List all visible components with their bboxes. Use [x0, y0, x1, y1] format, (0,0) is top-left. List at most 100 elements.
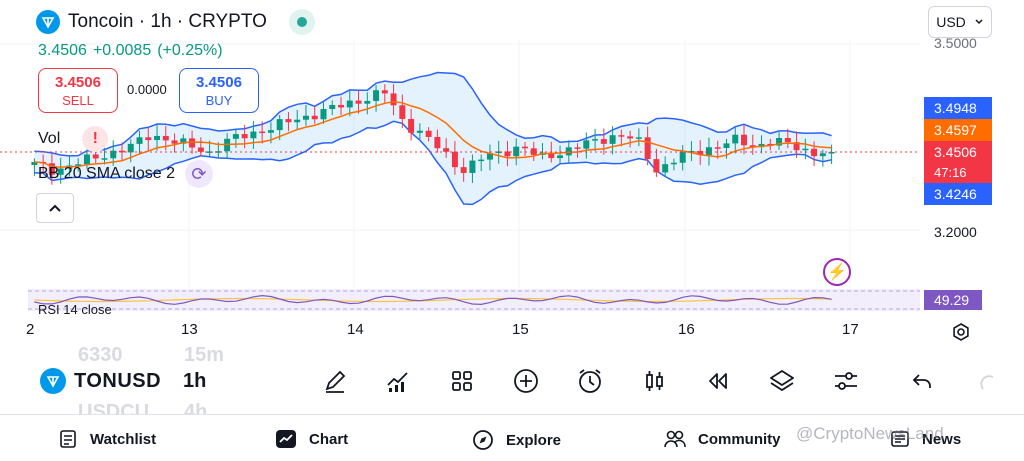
- bb-lower-tag: 3.4246: [924, 183, 992, 205]
- candle-body: [557, 155, 564, 159]
- toncoin-logo-icon: [40, 368, 66, 394]
- compass-icon: [473, 430, 493, 450]
- candle-body: [276, 119, 283, 131]
- candle-body: [741, 134, 748, 146]
- candle-body: [714, 147, 721, 149]
- plus-circle-icon: [514, 369, 538, 393]
- lightning-icon[interactable]: ⚡: [823, 258, 851, 286]
- add-symbol-button[interactable]: [511, 366, 541, 396]
- candle-body: [548, 152, 555, 159]
- symbol-title[interactable]: Toncoin · 1h · CRYPTO: [68, 11, 267, 32]
- candle-body: [302, 115, 309, 120]
- candle-body: [197, 147, 204, 152]
- candle-body: [653, 159, 660, 173]
- symbol-name: TONUSD: [74, 369, 162, 392]
- sell-price: 3.4506: [55, 73, 101, 91]
- bollinger-basis-line: [34, 100, 832, 168]
- replay-button[interactable]: [703, 366, 733, 396]
- indicators-button[interactable]: [383, 366, 413, 396]
- nav-explore[interactable]: Explore: [472, 429, 561, 451]
- candle-body: [583, 140, 590, 149]
- candle-body: [723, 143, 730, 149]
- price-change-pct: (+0.25%): [157, 42, 223, 59]
- layouts-button[interactable]: [447, 366, 477, 396]
- nav-watchlist[interactable]: Watchlist: [58, 429, 156, 449]
- candle-body: [486, 153, 493, 160]
- rsi-ma-line: [34, 297, 832, 303]
- volume-indicator-label[interactable]: Vol !: [38, 126, 109, 152]
- chevron-up-icon: [49, 204, 61, 212]
- candle-body: [600, 139, 607, 144]
- candle-body: [697, 150, 704, 155]
- candle-body: [399, 105, 406, 119]
- loading-icon: ⟳: [184, 160, 213, 188]
- bollinger-upper-line: [34, 71, 832, 157]
- currency-select[interactable]: USD: [928, 6, 992, 38]
- candle-body: [451, 151, 458, 168]
- candle-body: [250, 131, 257, 139]
- candle-body: [101, 158, 108, 160]
- candle-body: [31, 161, 38, 165]
- object-tree-button[interactable]: [767, 366, 797, 396]
- candle-body: [390, 93, 397, 106]
- grid-icon: [452, 371, 472, 391]
- alarm-icon: [579, 369, 601, 393]
- nav-community[interactable]: Community: [664, 429, 781, 449]
- market-status-icon[interactable]: [288, 9, 315, 35]
- candle-body: [110, 150, 117, 159]
- list-icon: [60, 430, 76, 448]
- collapse-indicators-button[interactable]: [36, 193, 74, 223]
- bollinger-fill: [34, 72, 832, 205]
- candle-body: [434, 136, 441, 149]
- candle-body: [75, 164, 82, 166]
- candle-body: [425, 130, 432, 137]
- candle-body: [670, 162, 677, 165]
- candle-body: [320, 109, 327, 120]
- candle-body: [618, 135, 625, 137]
- toncoin-logo-icon: [36, 10, 60, 34]
- nav-chart[interactable]: Chart: [275, 429, 348, 449]
- candle-body: [136, 137, 143, 144]
- candle-body: [644, 137, 651, 160]
- rsi-label[interactable]: RSI 14 close: [38, 302, 112, 317]
- candle-body: [784, 138, 791, 143]
- watermark-text: @CryptoNewsLand: [796, 424, 944, 443]
- symbol-picker[interactable]: TONUSD: [40, 368, 161, 394]
- nav-label: Explore: [506, 431, 562, 449]
- candle-body: [627, 136, 634, 139]
- last-price-tag: 3.4506: [924, 141, 992, 163]
- undo-button[interactable]: [907, 366, 937, 396]
- redo-button[interactable]: [972, 366, 1002, 396]
- alert-button[interactable]: [575, 366, 605, 396]
- price-chart[interactable]: [0, 0, 1024, 350]
- sell-button[interactable]: 3.4506 SELL: [38, 68, 118, 113]
- bb-label: BB 20 SMA close 2: [38, 165, 175, 182]
- candle-body: [513, 146, 520, 157]
- candle-body: [705, 147, 712, 155]
- chart-type-button[interactable]: [640, 366, 670, 396]
- candle-body: [189, 138, 196, 148]
- buy-button[interactable]: 3.4506 BUY: [179, 68, 259, 113]
- candle-body: [574, 147, 581, 149]
- candle-body: [215, 151, 222, 153]
- nav-news[interactable]: News: [890, 429, 961, 449]
- chart-settings-button[interactable]: [949, 320, 973, 344]
- candle-body: [416, 130, 423, 133]
- people-icon: [664, 430, 686, 448]
- bollinger-indicator-label[interactable]: BB 20 SMA close 2 ⟳: [38, 160, 213, 188]
- candle-body: [793, 142, 800, 151]
- candle-body: [232, 134, 239, 139]
- drawing-tool-button[interactable]: [320, 366, 350, 396]
- candle-body: [285, 119, 292, 123]
- candle-body: [311, 115, 318, 120]
- candle-body: [373, 90, 380, 101]
- chart-area[interactable]: [0, 0, 1024, 350]
- timeframe-picker[interactable]: 1h: [183, 370, 207, 392]
- chart-settings-toolbar-button[interactable]: [831, 366, 861, 396]
- candle-body: [460, 167, 467, 173]
- candle-body: [443, 148, 450, 152]
- chart-icon: [276, 430, 296, 448]
- warning-icon[interactable]: !: [82, 126, 109, 152]
- redo-icon: [980, 375, 994, 390]
- candle-body: [294, 119, 301, 123]
